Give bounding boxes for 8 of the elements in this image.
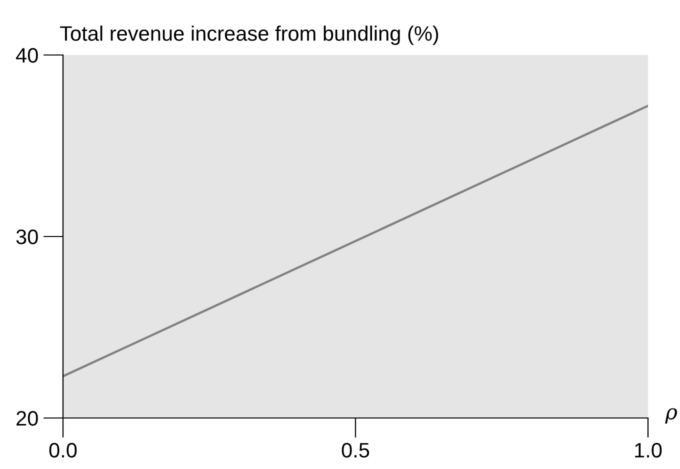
x-tick-label: 0.0	[49, 442, 77, 458]
y-tick-label: 30	[16, 230, 38, 244]
x-tick-label: 1.0	[635, 442, 662, 458]
x-tick-label: 0.5	[342, 442, 370, 458]
x-axis-title: ρ	[665, 408, 678, 424]
chart-title: Total revenue increase from bundling (%)	[60, 26, 438, 45]
y-tick-label: 20	[16, 411, 38, 426]
y-tick-label: 40	[16, 48, 38, 63]
